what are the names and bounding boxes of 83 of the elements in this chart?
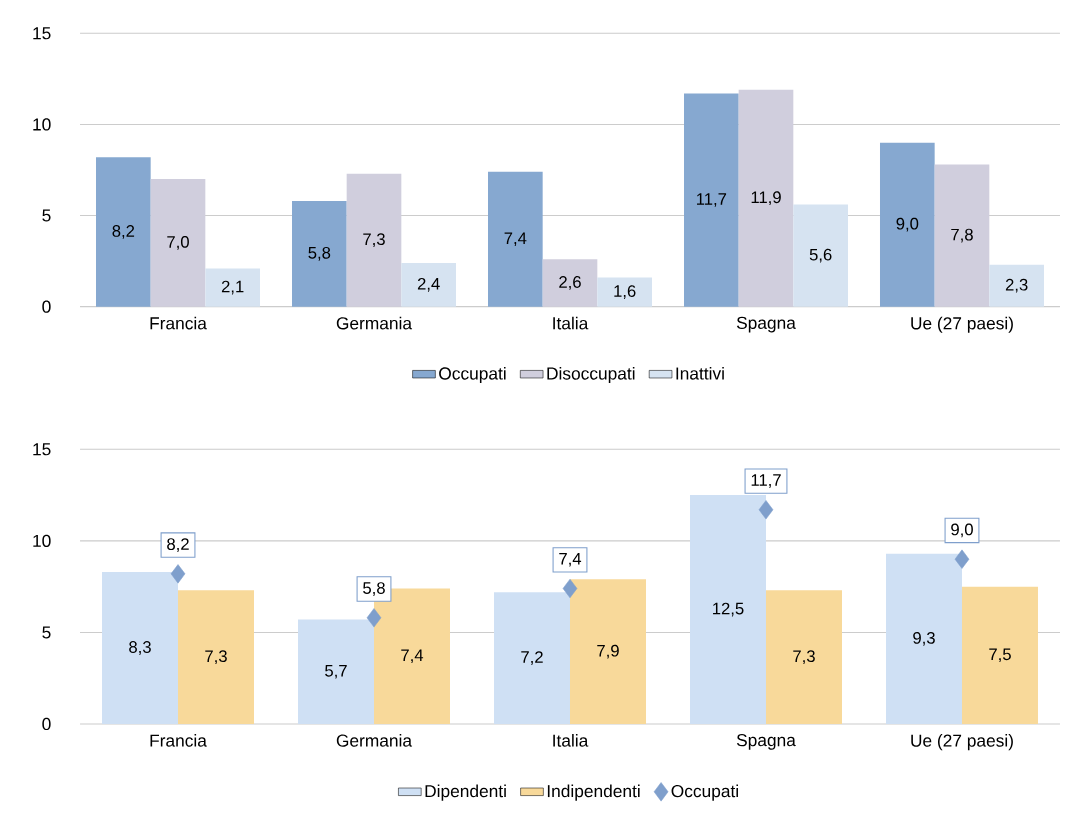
bar xyxy=(401,262,456,307)
bar xyxy=(102,572,178,724)
bar xyxy=(150,179,206,307)
point xyxy=(562,578,578,599)
bar xyxy=(96,157,151,307)
data-label: 11,7 xyxy=(697,193,727,207)
x-tick-label: Italia xyxy=(553,734,589,747)
y-tick-label: 5 xyxy=(42,626,51,639)
data-label: 7,4 xyxy=(401,649,424,664)
data-label: 5,7 xyxy=(325,665,347,679)
y-tick-label: 15 xyxy=(33,443,51,456)
bar xyxy=(961,586,1038,724)
data-label: 7,4 xyxy=(504,232,527,247)
data-label: 12,5 xyxy=(713,602,744,617)
x-tick-label: Spagna xyxy=(736,734,796,750)
x-tick-label: Spagna xyxy=(736,316,796,333)
point xyxy=(758,500,774,520)
x-tick-label: Germania xyxy=(336,316,413,330)
x-tick-label: Italia xyxy=(553,316,589,330)
bar xyxy=(934,164,990,307)
data-label: 5,6 xyxy=(809,248,832,263)
data-label: 9,0 xyxy=(951,523,973,538)
data-label: 8,2 xyxy=(167,538,189,552)
data-label: 9,0 xyxy=(896,217,919,232)
bar xyxy=(738,89,794,307)
y-tick-label: 10 xyxy=(33,118,51,131)
data-label: 8,2 xyxy=(112,225,135,239)
y-tick-label: 5 xyxy=(42,209,51,222)
legend-label: Disoccupati xyxy=(547,366,635,384)
bar xyxy=(597,277,652,307)
bar xyxy=(542,259,598,307)
bar xyxy=(178,590,254,724)
legend-label: Indipendenti xyxy=(547,784,640,801)
bar xyxy=(885,553,962,724)
data-label: 7,5 xyxy=(989,648,1011,663)
legend-label: Occupati xyxy=(439,366,506,384)
data-label: 11,9 xyxy=(751,191,781,206)
data-label: 7,2 xyxy=(521,651,543,665)
point xyxy=(954,549,970,569)
data-label: 7,4 xyxy=(559,553,582,567)
data-label: 5,8 xyxy=(363,582,385,596)
data-label: 2,4 xyxy=(417,277,440,292)
bar xyxy=(570,579,646,724)
data-label: 7,8 xyxy=(951,228,973,243)
x-tick-label: Francia xyxy=(150,316,207,330)
bar xyxy=(684,93,739,307)
bar xyxy=(765,590,842,724)
bar xyxy=(205,268,261,307)
bar xyxy=(879,142,935,307)
data-label: 7,3 xyxy=(793,650,815,665)
bar xyxy=(292,200,347,307)
bar xyxy=(346,173,402,307)
legend-label: Occupati xyxy=(671,784,738,801)
bar xyxy=(494,592,570,724)
data-label: 11,7 xyxy=(751,474,781,488)
data-label: 1,6 xyxy=(614,285,636,299)
data-label: 9,3 xyxy=(913,631,935,646)
data-label: 8,3 xyxy=(129,641,151,655)
data-label: 7,3 xyxy=(363,233,385,248)
data-label: 2,3 xyxy=(1005,278,1028,293)
bar xyxy=(793,204,848,307)
data-label: 5,8 xyxy=(308,246,331,261)
x-tick-label: Ue (27 paesi) xyxy=(911,734,1013,751)
y-tick-label: 15 xyxy=(33,27,51,40)
legend-label: Inattivi xyxy=(676,366,724,380)
y-tick-label: 0 xyxy=(42,717,51,731)
point xyxy=(366,608,382,628)
bar xyxy=(689,495,766,724)
bar xyxy=(989,264,1044,307)
x-tick-label: Ue (27 paesi) xyxy=(911,316,1013,333)
bar xyxy=(298,619,374,724)
data-label: 7,3 xyxy=(205,650,227,665)
data-label: 2,6 xyxy=(559,276,581,290)
y-tick-label: 10 xyxy=(33,534,51,548)
data-label: 7,0 xyxy=(167,236,189,250)
point xyxy=(170,564,186,584)
y-tick-label: 0 xyxy=(42,300,51,313)
x-tick-label: Germania xyxy=(336,734,413,747)
legend-label: Dipendenti xyxy=(425,784,506,801)
data-label: 7,9 xyxy=(597,644,619,659)
data-label: 2,1 xyxy=(221,280,244,295)
x-tick-label: Francia xyxy=(150,734,207,747)
bar xyxy=(488,171,543,307)
